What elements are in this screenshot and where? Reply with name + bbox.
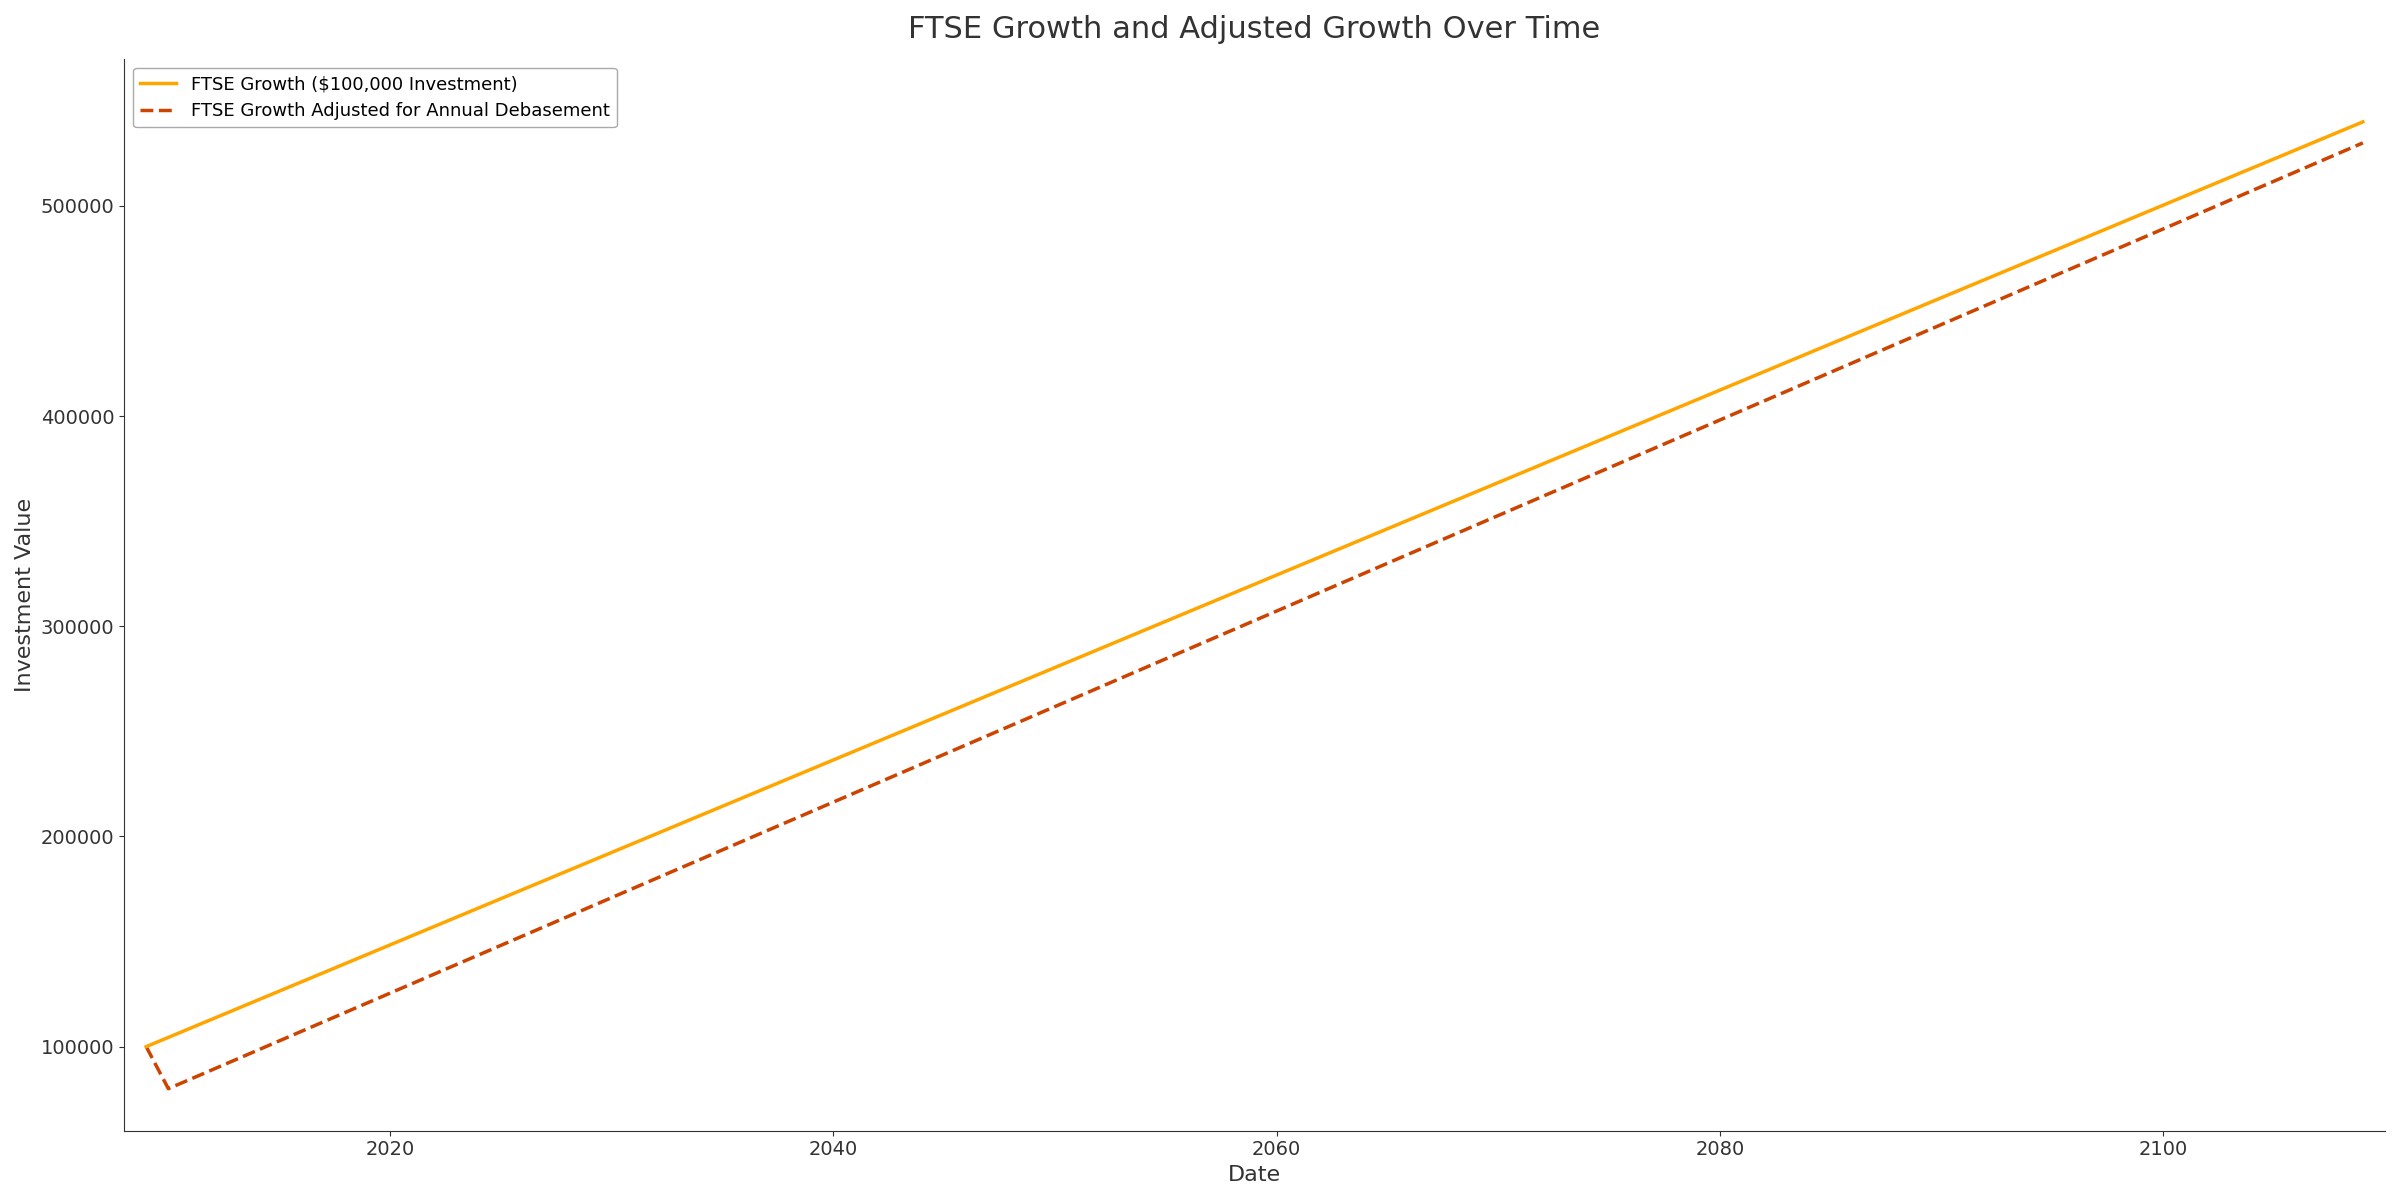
- Line: FTSE Growth ($100,000 Investment): FTSE Growth ($100,000 Investment): [146, 122, 2364, 1046]
- Line: FTSE Growth Adjusted for Annual Debasement: FTSE Growth Adjusted for Annual Debaseme…: [146, 143, 2364, 1088]
- X-axis label: Date: Date: [1229, 1165, 1282, 1184]
- FTSE Growth ($100,000 Investment): [1462, 485, 1490, 499]
- FTSE Growth ($100,000 Investment): [132, 1039, 161, 1054]
- FTSE Growth Adjusted for Annual Debasement: [708, 842, 737, 857]
- FTSE Growth ($100,000 Investment): [1682, 392, 1711, 407]
- FTSE Growth Adjusted for Annual Debasement: [1817, 365, 1846, 379]
- FTSE Growth ($100,000 Investment): [2350, 115, 2378, 130]
- FTSE Growth Adjusted for Annual Debasement: [310, 1015, 338, 1030]
- FTSE Growth Adjusted for Annual Debasement: [1174, 642, 1202, 656]
- FTSE Growth ($100,000 Investment): [1152, 614, 1181, 629]
- FTSE Growth ($100,000 Investment): [288, 974, 317, 989]
- FTSE Growth ($100,000 Investment): [686, 809, 715, 823]
- FTSE Growth Adjusted for Annual Debasement: [1706, 413, 1735, 427]
- FTSE Growth ($100,000 Investment): [1795, 346, 1824, 360]
- FTSE Growth Adjusted for Annual Debasement: [2350, 136, 2378, 150]
- FTSE Growth Adjusted for Annual Debasement: [1483, 509, 1512, 523]
- Legend: FTSE Growth ($100,000 Investment), FTSE Growth Adjusted for Annual Debasement: FTSE Growth ($100,000 Investment), FTSE …: [132, 68, 617, 127]
- Y-axis label: Investment Value: Investment Value: [14, 498, 36, 692]
- Title: FTSE Growth and Adjusted Growth Over Time: FTSE Growth and Adjusted Growth Over Tim…: [907, 14, 1601, 44]
- FTSE Growth Adjusted for Annual Debasement: [154, 1081, 182, 1096]
- FTSE Growth Adjusted for Annual Debasement: [132, 1039, 161, 1054]
